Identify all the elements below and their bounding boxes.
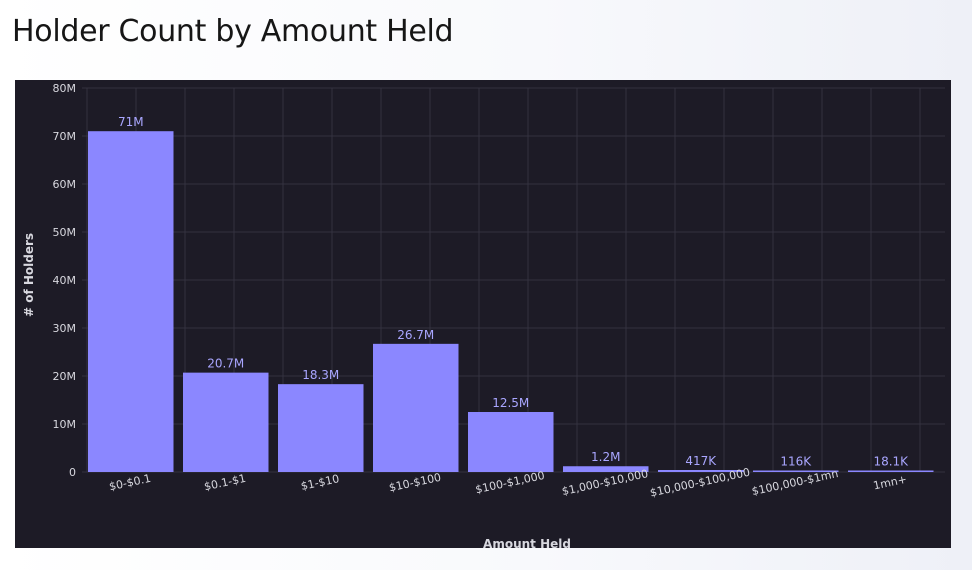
page-title: Holder Count by Amount Held: [12, 14, 454, 49]
x-tick-label: $0-$0.1: [108, 472, 152, 494]
bar-value-label: 18.3M: [302, 368, 339, 382]
bar[interactable]: [373, 343, 459, 472]
bar-value-label: 26.7M: [397, 328, 434, 342]
y-tick-label: 60M: [53, 178, 77, 191]
bar-value-label: 1.2M: [591, 450, 620, 464]
x-axis-title: Amount Held: [483, 537, 571, 548]
bar[interactable]: [183, 372, 269, 472]
y-tick-label: 70M: [53, 130, 77, 143]
y-tick-label: 40M: [53, 274, 77, 287]
bar[interactable]: [753, 470, 839, 473]
bar-chart: 0 10M 20M 30M 40M 50M 60M 70M 80M 71M 20.7M 18.3M 2…: [22, 82, 945, 548]
y-tick-label: 20M: [53, 370, 77, 383]
x-tick-label: 1mn+: [872, 473, 908, 493]
chart-panel: 0 10M 20M 30M 40M 50M 60M 70M 80M 71M 20.7M 18.3M 2…: [15, 80, 951, 548]
y-tick-label: 0: [69, 466, 76, 479]
chart-bars: [88, 131, 934, 472]
x-tick-label: $10-$100: [388, 471, 443, 495]
bar[interactable]: [88, 131, 174, 472]
y-tick-label: 50M: [53, 226, 77, 239]
y-axis: 0 10M 20M 30M 40M 50M 60M 70M 80M: [53, 82, 77, 479]
y-tick-label: 10M: [53, 418, 77, 431]
bar[interactable]: [278, 384, 364, 472]
bar-value-label: 71M: [118, 115, 144, 129]
bar[interactable]: [563, 466, 649, 472]
bar-value-label: 12.5M: [492, 396, 529, 410]
bar-value-label: 18.1K: [873, 455, 909, 469]
y-tick-label: 30M: [53, 322, 77, 335]
bar[interactable]: [468, 412, 554, 472]
y-axis-title: # of Holders: [22, 233, 36, 317]
x-tick-label: $0.1-$1: [203, 472, 247, 494]
bar-value-label: 20.7M: [207, 357, 244, 371]
bar[interactable]: [848, 470, 934, 473]
data-labels: 71M 20.7M 18.3M 26.7M 12.5M 1.2M 417K 116K 18.1K: [118, 115, 909, 468]
x-tick-label: $100-$1,000: [474, 469, 546, 496]
bar-value-label: 417K: [685, 454, 717, 468]
bar[interactable]: [658, 469, 744, 472]
x-tick-label: $1-$10: [300, 472, 341, 493]
y-tick-label: 80M: [53, 82, 77, 95]
bar-value-label: 116K: [780, 455, 812, 469]
